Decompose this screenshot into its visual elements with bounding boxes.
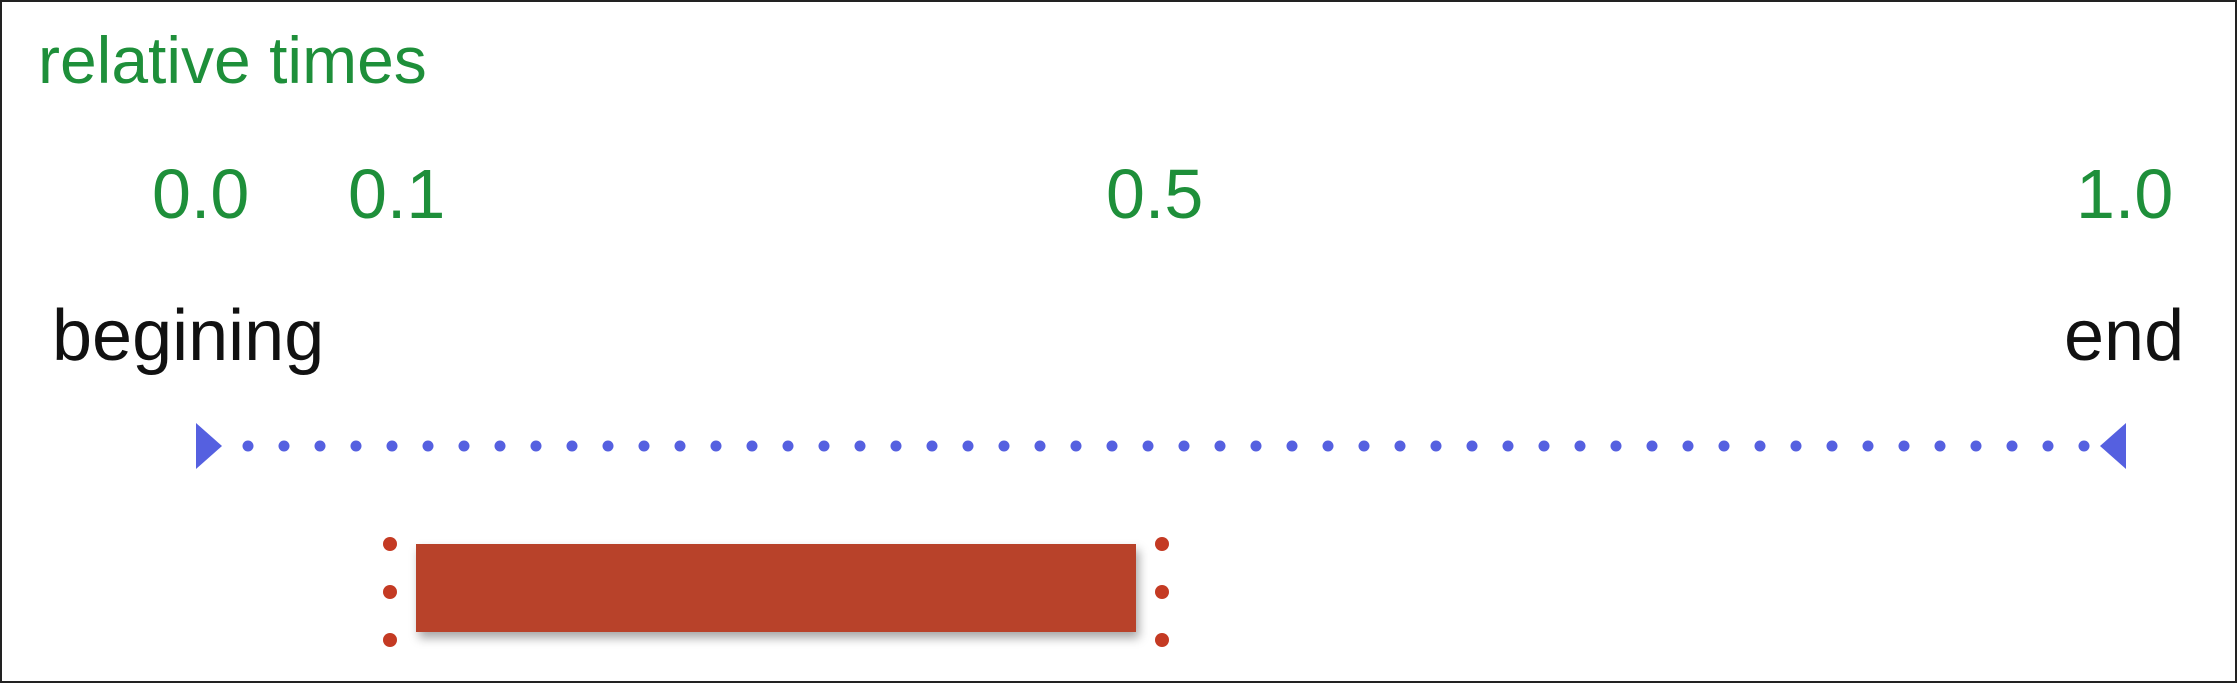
timeline-dot xyxy=(1322,440,1334,452)
timeline-dot xyxy=(1610,440,1622,452)
timeline-dot xyxy=(1862,440,1874,452)
timeline-dot xyxy=(242,440,254,452)
timeline-dot xyxy=(1394,440,1406,452)
timeline-dot xyxy=(350,440,362,452)
timeline-dot xyxy=(494,440,506,452)
tick-label-0-0: 0.0 xyxy=(152,155,250,233)
timeline-dot xyxy=(1034,440,1046,452)
timeline-dot xyxy=(1898,440,1910,452)
tick-label-0-5: 0.5 xyxy=(1106,155,1204,233)
timeline-dot xyxy=(278,440,290,452)
timeline-dot xyxy=(1178,440,1190,452)
timeline-dot xyxy=(674,440,686,452)
timeline-dot xyxy=(1826,440,1838,452)
timeline-dot xyxy=(530,440,542,452)
timeline-dot xyxy=(314,440,326,452)
timeline-dotted-line xyxy=(242,440,2090,452)
timeline-dot xyxy=(1754,440,1766,452)
timeline-dot xyxy=(710,440,722,452)
tick-label-0-1: 0.1 xyxy=(348,155,446,233)
interval-marker-dot xyxy=(383,633,397,647)
diagram-title: relative times xyxy=(38,23,427,97)
tick-label-1-0: 1.0 xyxy=(2076,155,2174,233)
timeline-dot xyxy=(458,440,470,452)
interval-marker-dot xyxy=(383,585,397,599)
timeline-dot xyxy=(1970,440,1982,452)
timeline-dot xyxy=(1646,440,1658,452)
timeline-dot xyxy=(746,440,758,452)
timeline-dot xyxy=(1502,440,1514,452)
timeline-dot xyxy=(638,440,650,452)
timeline-dot xyxy=(602,440,614,452)
interval-marker-dot xyxy=(1155,537,1169,551)
timeline-dot xyxy=(1106,440,1118,452)
timeline-dot xyxy=(1538,440,1550,452)
timeline-dot xyxy=(1286,440,1298,452)
timeline-dot xyxy=(566,440,578,452)
timeline-dot xyxy=(1142,440,1154,452)
timeline-dot xyxy=(2078,440,2090,452)
timeline-dot xyxy=(1934,440,1946,452)
timeline-dot xyxy=(998,440,1010,452)
timeline-dot xyxy=(1214,440,1226,452)
end-label: end xyxy=(2064,296,2185,376)
timeline-dot xyxy=(1250,440,1262,452)
interval-marker-dot xyxy=(1155,585,1169,599)
timeline-dot xyxy=(854,440,866,452)
timeline-dot xyxy=(1430,440,1442,452)
timeline-end-arrow-icon xyxy=(2100,423,2126,469)
timeline-dot xyxy=(1718,440,1730,452)
interval-end-marker xyxy=(1155,537,1169,647)
beginning-label: begining xyxy=(52,296,325,376)
timeline-dot xyxy=(422,440,434,452)
timeline-dot xyxy=(962,440,974,452)
interval-marker-dot xyxy=(1155,633,1169,647)
timeline-dot xyxy=(1070,440,1082,452)
timeline-dot xyxy=(1358,440,1370,452)
timeline-dot xyxy=(1682,440,1694,452)
timeline-dot xyxy=(890,440,902,452)
timeline-dot xyxy=(1466,440,1478,452)
interval-bar xyxy=(416,544,1136,632)
interval-start-marker xyxy=(383,537,397,647)
timeline-dot xyxy=(1790,440,1802,452)
interval-marker-dot xyxy=(383,537,397,551)
timeline-dot xyxy=(2006,440,2018,452)
timeline-dot xyxy=(386,440,398,452)
timeline-dot xyxy=(818,440,830,452)
timeline-dot xyxy=(1574,440,1586,452)
timeline-dot xyxy=(2042,440,2054,452)
timeline-start-arrow-icon xyxy=(196,423,222,469)
timeline-dot xyxy=(782,440,794,452)
timeline-dot xyxy=(926,440,938,452)
